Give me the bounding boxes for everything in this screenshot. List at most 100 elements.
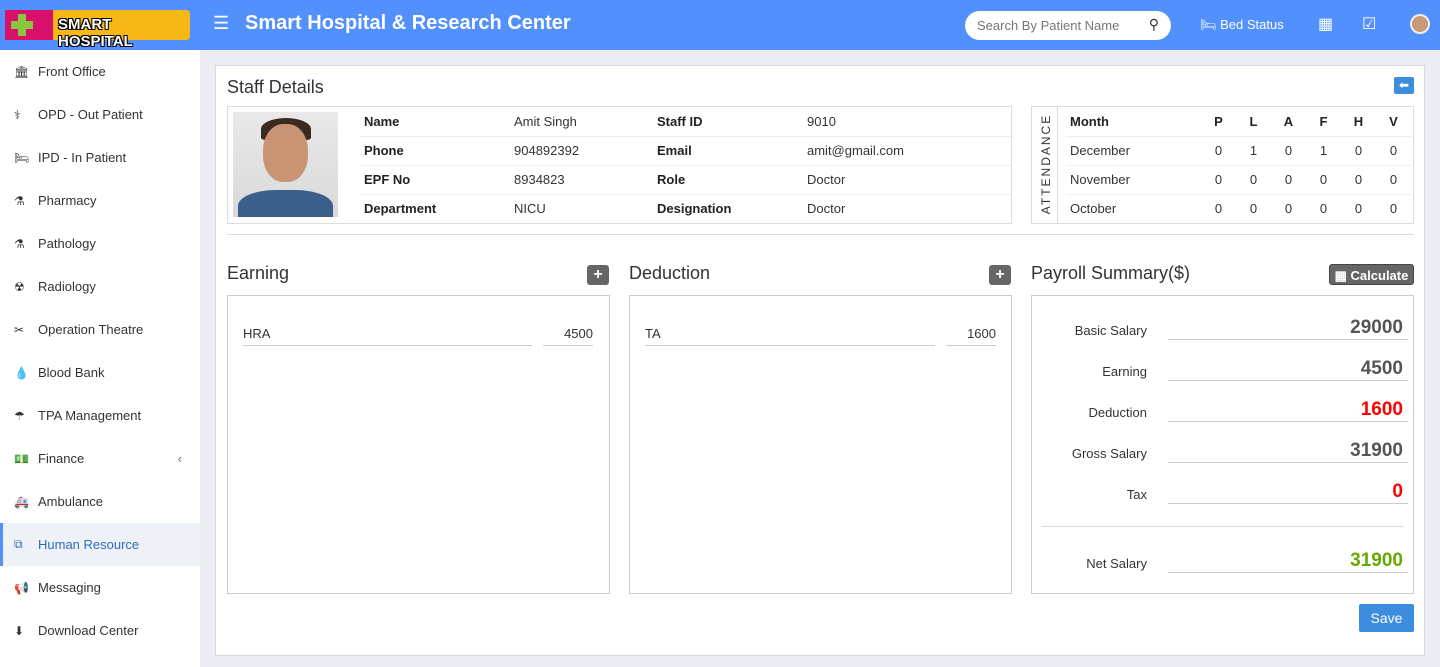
deduction-amount-field[interactable]: 1600 bbox=[946, 326, 996, 346]
attendance-cell: F bbox=[1306, 107, 1341, 137]
bed-status-button[interactable]: 🛏 Bed Status bbox=[1200, 17, 1284, 33]
sidebar-item-finance[interactable]: 💵 Finance ‹ bbox=[0, 437, 200, 480]
field-value: Amit Singh bbox=[509, 107, 652, 137]
attendance-cell: A bbox=[1271, 107, 1306, 137]
attendance-cell: 0 bbox=[1376, 165, 1411, 195]
attendance-cell: 0 bbox=[1389, 201, 1398, 217]
staff-info-row: Name Amit Singh Staff ID 9010 bbox=[359, 107, 1011, 137]
user-avatar[interactable] bbox=[1410, 14, 1430, 34]
save-button[interactable]: Save bbox=[1359, 604, 1414, 632]
sidebar-item-messaging[interactable]: 📢 Messaging bbox=[0, 566, 200, 609]
attendance-cell: 0 bbox=[1214, 201, 1223, 217]
sidebar-icon: 💧 bbox=[14, 365, 29, 380]
sidebar-item-tpa-management[interactable]: ☂ TPA Management bbox=[0, 394, 200, 437]
field-value: Doctor bbox=[807, 201, 846, 217]
payroll-label: Deduction bbox=[1088, 405, 1147, 420]
earning-amount-field[interactable]: 4500 bbox=[543, 326, 593, 346]
sidebar-item-operation-theatre[interactable]: ✂ Operation Theatre bbox=[0, 308, 200, 351]
field-label: Name bbox=[359, 107, 509, 137]
logo-text: SMART HOSPITAL bbox=[58, 16, 133, 50]
payroll-row-gross-salary: Gross Salary 31900 bbox=[1032, 433, 1412, 463]
payroll-value[interactable]: 29000 bbox=[1168, 317, 1408, 340]
payroll-value[interactable]: 4500 bbox=[1168, 358, 1408, 381]
payroll-value[interactable]: 1600 bbox=[1168, 399, 1408, 422]
task-check-icon[interactable]: ☑ bbox=[1362, 16, 1377, 33]
logo[interactable]: SMART HOSPITAL bbox=[5, 10, 190, 50]
attendance-cell: 0 bbox=[1249, 201, 1258, 217]
logo-cross-icon bbox=[5, 10, 53, 40]
attendance-cell: Month bbox=[1066, 107, 1201, 137]
staff-info-row: Phone 904892392 Email amit@gmail.com bbox=[359, 136, 1011, 166]
app-title: Smart Hospital & Research Center bbox=[245, 12, 571, 34]
net-salary-row: Net Salary 31900 bbox=[1032, 543, 1412, 573]
field-value: 8934823 bbox=[509, 165, 652, 195]
attendance-cell: 0 bbox=[1271, 165, 1306, 195]
attendance-cell: 0 bbox=[1201, 136, 1236, 166]
attendance-cell: 0 bbox=[1341, 136, 1376, 166]
field-label: Department bbox=[364, 201, 437, 217]
sidebar-item-ambulance[interactable]: 🚑 Ambulance bbox=[0, 480, 200, 523]
payroll-row-tax: Tax 0 bbox=[1032, 474, 1412, 504]
deduction-name-field[interactable]: TA bbox=[645, 326, 935, 346]
staff-info-row: EPF No 8934823 Role Doctor bbox=[359, 165, 1011, 195]
calendar-icon[interactable]: ▦ bbox=[1318, 16, 1334, 33]
bed-status-label: Bed Status bbox=[1220, 17, 1284, 32]
search-input[interactable] bbox=[977, 18, 1137, 33]
sidebar-item-pharmacy[interactable]: ⚗ Pharmacy bbox=[0, 179, 200, 222]
sidebar-item-blood-bank[interactable]: 💧 Blood Bank bbox=[0, 351, 200, 394]
earning-name-field[interactable]: HRA bbox=[243, 326, 532, 346]
calculate-button[interactable]: ▦ Calculate bbox=[1329, 264, 1414, 285]
field-label: Email bbox=[652, 136, 802, 166]
add-deduction-button[interactable]: + bbox=[989, 265, 1011, 285]
attendance-table: Month P L A F H V December 0 1 0 1 0 0 November 0 0 0 0 0 0 O… bbox=[1066, 107, 1411, 223]
add-earning-button[interactable]: + bbox=[587, 265, 609, 285]
top-header: SMART HOSPITAL ☰ Smart Hospital & Resear… bbox=[0, 0, 1440, 50]
attendance-cell: October bbox=[1070, 201, 1117, 217]
sidebar-item-label: Pathology bbox=[38, 236, 96, 251]
sidebar-icon: ☢ bbox=[14, 279, 25, 294]
sidebar: 🏛 Front Office ⚕ OPD - Out Patient 🛏 IPD - In… bbox=[0, 50, 200, 667]
divider bbox=[1042, 526, 1404, 527]
field-value: 904892392 bbox=[509, 136, 652, 166]
attendance-cell: 0 bbox=[1201, 165, 1236, 195]
sidebar-item-ipd-in-patient[interactable]: 🛏 IPD - In Patient bbox=[0, 136, 200, 179]
attendance-cell: P bbox=[1201, 107, 1236, 137]
sidebar-item-label: Download Center bbox=[38, 623, 139, 638]
attendance-cell: 0 bbox=[1341, 165, 1376, 195]
calculator-icon: ▦ bbox=[1334, 268, 1347, 283]
field-value: Doctor bbox=[802, 165, 1011, 195]
divider bbox=[227, 234, 1414, 235]
sidebar-item-label: Human Resource bbox=[38, 537, 140, 552]
sidebar-item-pathology[interactable]: ⚗ Pathology bbox=[0, 222, 200, 265]
sidebar-icon: 🚑 bbox=[14, 494, 29, 509]
back-button[interactable]: ⬅ bbox=[1394, 77, 1414, 94]
attendance-cell: V bbox=[1376, 107, 1411, 137]
sidebar-item-label: Pharmacy bbox=[38, 193, 97, 208]
staff-info-table: Name Amit Singh Staff ID 9010 Phone 904892392… bbox=[359, 107, 1011, 223]
sidebar-icon: 🏛 bbox=[14, 64, 30, 79]
staff-payroll-card: Staff Details ⬅ Name Amit Singh Staff ID 90… bbox=[215, 65, 1425, 656]
sidebar-icon: ⧉ bbox=[14, 537, 23, 551]
payroll-row-earning: Earning 4500 bbox=[1032, 351, 1412, 381]
field-value: amit@gmail.com bbox=[802, 136, 1011, 166]
net-salary-value[interactable]: 31900 bbox=[1168, 550, 1408, 573]
payroll-label: Tax bbox=[1126, 487, 1147, 502]
sidebar-item-download-center[interactable]: ⬇ Download Center bbox=[0, 609, 200, 652]
sidebar-item-label: Operation Theatre bbox=[38, 322, 144, 337]
payroll-label: Gross Salary bbox=[1071, 446, 1147, 461]
attendance-row: October 0 0 0 0 0 0 bbox=[1066, 194, 1411, 223]
bed-icon: 🛏 bbox=[1200, 17, 1217, 32]
attendance-cell: 1 bbox=[1236, 136, 1271, 166]
sidebar-item-human-resource[interactable]: ⧉ Human Resource bbox=[0, 523, 200, 566]
menu-toggle-icon[interactable]: ☰ bbox=[213, 13, 230, 33]
attendance-cell: 0 bbox=[1271, 136, 1306, 166]
search-icon[interactable]: ⚲ bbox=[1148, 16, 1159, 32]
attendance-cell: 0 bbox=[1376, 136, 1411, 166]
payroll-value[interactable]: 31900 bbox=[1168, 440, 1408, 463]
sidebar-item-radiology[interactable]: ☢ Radiology bbox=[0, 265, 200, 308]
sidebar-item-opd-out-patient[interactable]: ⚕ OPD - Out Patient bbox=[0, 93, 200, 136]
sidebar-item-front-office[interactable]: 🏛 Front Office bbox=[0, 50, 200, 93]
payroll-value[interactable]: 0 bbox=[1168, 481, 1408, 504]
attendance-summary: ATTENDANCE Month P L A F H V December 0 1 0 1 0 0 Nove… bbox=[1031, 106, 1414, 224]
patient-search: ⚲ bbox=[965, 11, 1171, 40]
